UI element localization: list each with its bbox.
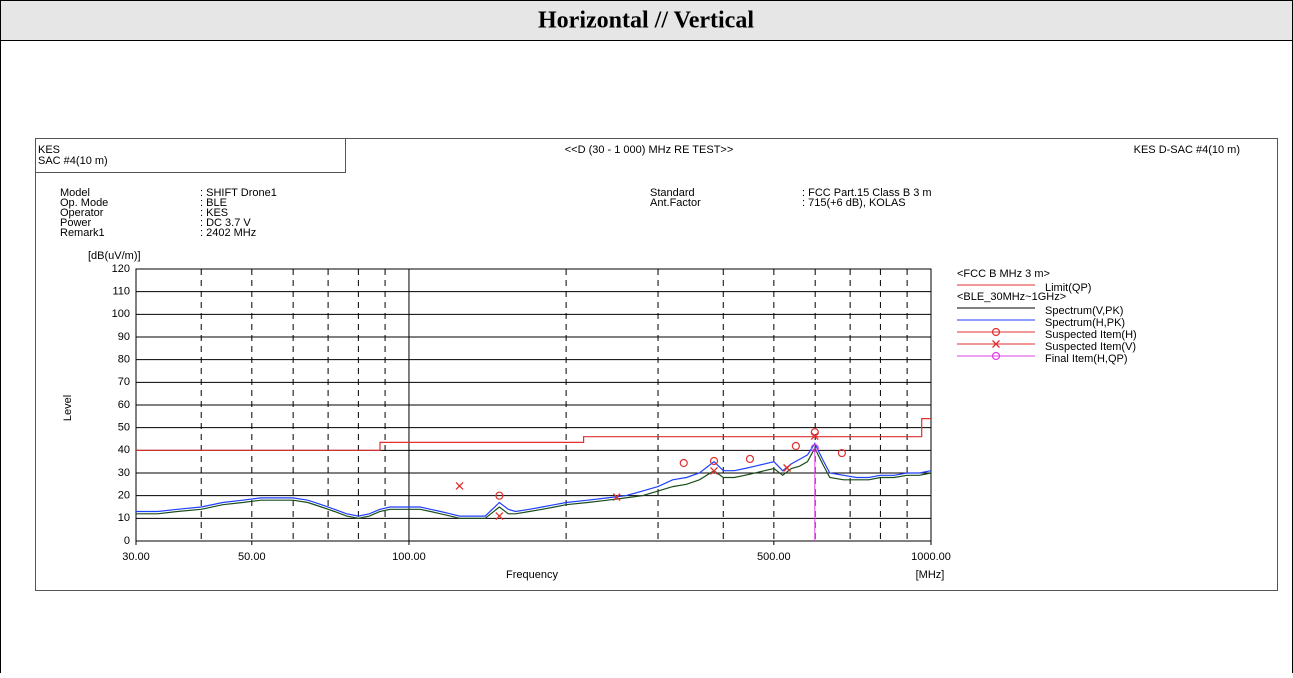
y-tick-label: 10 (118, 512, 130, 524)
legend-marker (991, 351, 1001, 361)
y-tick-label: 80 (118, 354, 130, 366)
info-value: : DC 3.7 V (200, 217, 251, 229)
x-tick-label: 500.00 (757, 551, 791, 563)
info-value: : KES (200, 207, 228, 219)
info-value: : BLE (200, 197, 227, 209)
marker (709, 456, 719, 466)
series-line (136, 418, 931, 451)
info-value: : 715(+6 dB), KOLAS (802, 197, 906, 209)
info-value: : 2402 MHz (200, 227, 256, 239)
info-label: Remark1 (60, 227, 105, 239)
x-tick-label: 100.00 (392, 551, 426, 563)
series-line (136, 446, 932, 519)
x-tick-label: 30.00 (122, 551, 150, 563)
info-label: Operator (60, 207, 104, 219)
marker (495, 491, 504, 500)
header-bar (0, 0, 1293, 41)
marker (783, 464, 792, 472)
y-tick-label: 120 (112, 263, 130, 275)
y-tick-label: 110 (112, 286, 130, 298)
marker (837, 448, 846, 458)
legend-label: Suspected Item(H) (1045, 329, 1137, 341)
info-label: Power (60, 217, 92, 229)
legend-marker (992, 340, 1000, 348)
y-unit: [dB(uV/m)] (88, 250, 141, 262)
series-line (136, 442, 932, 517)
x-unit: [MHz] (916, 569, 945, 581)
marker (745, 454, 755, 464)
frame-left: KES (38, 144, 60, 156)
x-tick-label: 1000.00 (911, 551, 951, 563)
info-label: Model (60, 187, 90, 199)
y-label: Level (62, 395, 74, 421)
info-label: Ant.Factor (650, 197, 701, 209)
legend-label: Spectrum(H,PK) (1045, 317, 1125, 329)
legend-title: <BLE_30MHz~1GHz> (957, 291, 1066, 303)
legend-title: <FCC B MHz 3 m> (957, 268, 1050, 280)
legend-label: Final Item(H,QP) (1045, 353, 1128, 365)
y-tick-label: 70 (118, 376, 130, 388)
legend-label: Spectrum(V,PK) (1045, 305, 1123, 317)
marker (810, 443, 819, 453)
legend-label: Suspected Item(V) (1045, 341, 1136, 353)
marker (791, 441, 800, 451)
legend-marker (991, 327, 1001, 337)
y-tick-label: 90 (118, 331, 130, 343)
marker (710, 467, 718, 475)
frame-box (35, 138, 346, 173)
x-tick-label: 50.00 (238, 551, 266, 563)
info-value: : SHIFT Drone1 (200, 187, 277, 199)
marker (679, 458, 688, 468)
y-tick-label: 100 (112, 308, 130, 320)
marker (495, 512, 504, 521)
frame-right: KES D-SAC #4(10 m) (1134, 144, 1240, 156)
header-title: Horizontal // Vertical (538, 8, 754, 34)
marker (810, 432, 819, 441)
y-tick-label: 30 (118, 467, 130, 479)
marker (455, 481, 464, 490)
y-tick-label: 40 (118, 444, 130, 456)
y-tick-label: 20 (118, 490, 130, 502)
frame-left: SAC #4(10 m) (38, 155, 108, 167)
info-label: Op. Mode (60, 197, 108, 209)
marker (612, 493, 621, 501)
frame-center: <<D (30 - 1 000) MHz RE TEST>> (565, 144, 734, 156)
y-tick-label: 50 (118, 422, 130, 434)
y-tick-label: 0 (124, 535, 130, 547)
chart-frame (35, 138, 1278, 591)
info-label: Standard (650, 187, 695, 199)
info-value: : FCC Part.15 Class B 3 m (802, 187, 932, 199)
legend-label: Limit(QP) (1045, 282, 1091, 294)
x-label: Frequency (506, 569, 558, 581)
y-tick-label: 60 (118, 399, 130, 411)
